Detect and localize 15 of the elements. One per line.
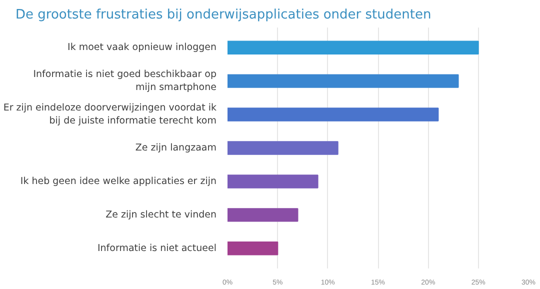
- y-tick-label: Ze zijn slecht te vinden: [106, 209, 217, 220]
- bar: [228, 40, 479, 54]
- bar: [228, 174, 318, 188]
- y-tick-label: Informatie is niet goed beschikbaar op mijn smartphone: [33, 68, 217, 94]
- bar: [228, 242, 278, 256]
- y-tick-label: Er zijn eindeloze doorverwijzingen voordat ik bij de juiste informatie terecht kom: [3, 102, 217, 127]
- chart-title: De grootste frustraties bij onderwijsapplicaties onder studenten: [16, 8, 432, 22]
- bar: [228, 108, 439, 122]
- bar: [228, 208, 298, 222]
- y-tick-label: Ze zijn langzaam: [135, 142, 217, 154]
- bar: [228, 74, 459, 88]
- bar: [228, 141, 338, 155]
- y-tick-label: Informatie is niet actueel: [98, 242, 217, 254]
- y-tick-label: Ik heb geen idee welke applicaties er zijn: [20, 176, 217, 187]
- y-tick-label: Ik moet vaak opnieuw inloggen: [68, 42, 217, 54]
